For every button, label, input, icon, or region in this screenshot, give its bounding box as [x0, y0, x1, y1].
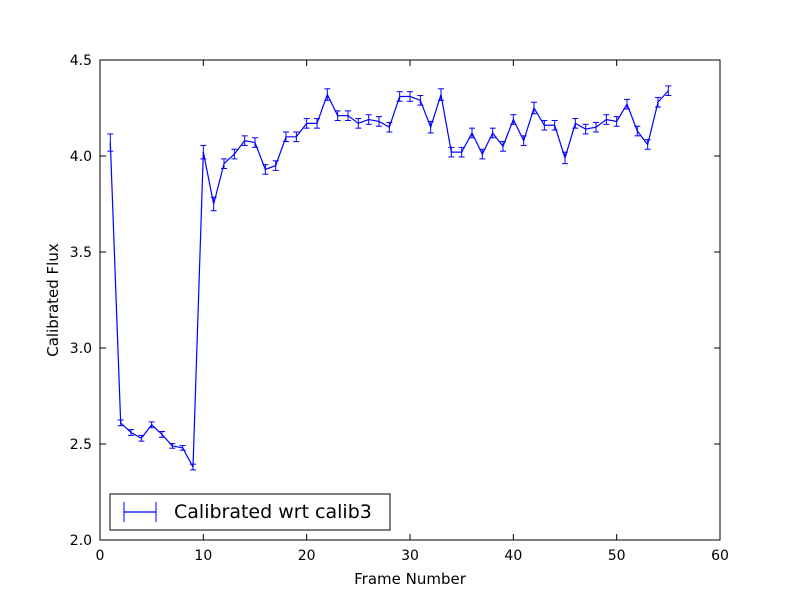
y-tick-label: 2.0: [70, 533, 92, 549]
data-point-errorbar: [551, 119, 558, 131]
data-point-errorbar: [407, 91, 413, 102]
data-point-errorbar: [324, 88, 331, 101]
y-tick-label: 4.5: [70, 53, 92, 69]
data-point-errorbar: [272, 160, 279, 171]
y-tick-label: 2.5: [70, 437, 92, 453]
legend-box: [109, 493, 391, 531]
data-point-errorbar: [665, 85, 672, 97]
axis-ticks: 0 10 20 30 40 50 60 2.0 2.5 3.0 3.5 4.0 4.5: [70, 53, 729, 564]
data-point-errorbar: [417, 95, 424, 106]
data-point-errorbar: [345, 110, 351, 121]
data-point-errorbar: [138, 434, 145, 442]
data-point-errorbar: [241, 135, 248, 146]
data-point-errorbar: [479, 148, 486, 160]
x-tick-label: 30: [401, 548, 419, 564]
y-tick-label: 3.5: [70, 245, 92, 261]
data-point-errorbar: [427, 120, 434, 134]
data-point-errorbar: [655, 96, 661, 108]
data-point-errorbar: [231, 148, 238, 160]
data-point-errorbar: [469, 127, 475, 139]
data-point-errorbar: [438, 88, 444, 101]
data-point-errorbar: [169, 443, 176, 449]
data-point-errorbar: [510, 114, 517, 125]
data-point-errorbar: [283, 131, 289, 143]
y-tick-label: 4.0: [70, 149, 92, 165]
plot-area: [107, 85, 672, 471]
data-point-errorbar: [582, 123, 589, 135]
data-point-errorbar: [489, 127, 496, 139]
legend: Calibrated wrt calib3: [109, 493, 391, 531]
data-point-errorbar: [117, 419, 124, 427]
data-point-errorbar: [148, 421, 155, 429]
data-point-errorbar: [458, 146, 465, 158]
data-point-errorbar: [562, 151, 568, 165]
data-point-errorbar: [107, 133, 114, 152]
x-tick-label: 10: [194, 548, 212, 564]
data-point-errorbar: [179, 445, 186, 451]
data-point-errorbar: [221, 158, 227, 169]
data-point-errorbar: [593, 121, 599, 133]
data-point-errorbar: [252, 137, 258, 148]
data-point-errorbar: [448, 146, 455, 158]
data-point-errorbar: [572, 118, 579, 129]
data-point-errorbar: [159, 431, 165, 438]
data-point-errorbar: [500, 141, 506, 152]
x-tick-label: 40: [504, 548, 522, 564]
data-point-errorbar: [613, 116, 620, 127]
x-axis-label: Frame Number: [354, 570, 467, 588]
data-point-errorbar: [520, 135, 527, 146]
data-point-errorbar: [334, 110, 341, 121]
data-point-errorbar: [190, 463, 196, 471]
data-point-errorbar: [624, 98, 630, 110]
data-point-errorbar: [644, 139, 651, 150]
data-point-errorbar: [314, 118, 320, 129]
x-tick-label: 20: [298, 548, 316, 564]
data-point-errorbar: [200, 144, 207, 160]
y-tick-label: 3.0: [70, 341, 92, 357]
x-tick-label: 0: [96, 548, 105, 564]
x-tick-label: 50: [608, 548, 626, 564]
data-point-errorbar: [293, 131, 300, 143]
legend-errorbar-marker: [123, 502, 157, 522]
data-point-errorbar: [603, 114, 610, 125]
data-point-errorbar: [634, 125, 641, 137]
data-point-errorbar: [262, 164, 269, 175]
data-point-errorbar: [386, 121, 393, 133]
y-axis-label: Calibrated Flux: [44, 243, 62, 357]
data-point-errorbar: [376, 116, 382, 127]
data-point-errorbar: [396, 91, 403, 102]
data-point-errorbar: [355, 118, 362, 129]
data-point-errorbar: [365, 114, 372, 125]
legend-label: Calibrated wrt calib3: [174, 501, 372, 523]
data-point-errorbar: [531, 101, 537, 115]
data-point-errorbar: [303, 118, 310, 129]
data-point-errorbar: [541, 119, 548, 131]
data-point-errorbar: [128, 429, 134, 436]
data-point-errorbar: [210, 196, 217, 212]
x-tick-label: 60: [711, 548, 729, 564]
